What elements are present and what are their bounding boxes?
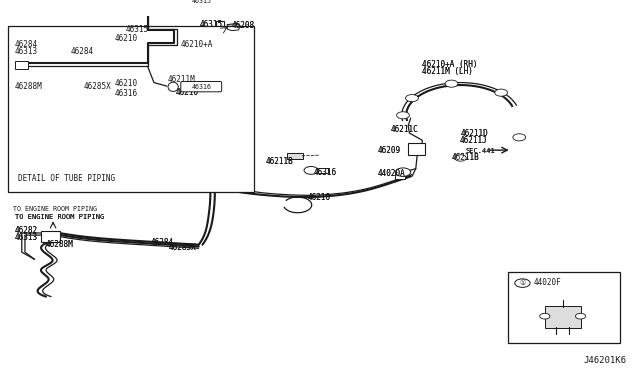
Text: 46288M: 46288M bbox=[45, 240, 73, 248]
Text: 46282: 46282 bbox=[15, 226, 38, 235]
Text: 46211B: 46211B bbox=[266, 157, 294, 166]
Text: 46288M: 46288M bbox=[15, 82, 42, 92]
Text: 44020F: 44020F bbox=[534, 278, 562, 287]
Text: 46315: 46315 bbox=[199, 20, 223, 29]
FancyBboxPatch shape bbox=[545, 306, 580, 328]
Text: 46211D: 46211D bbox=[461, 129, 488, 138]
Text: 46210: 46210 bbox=[175, 88, 199, 97]
Text: 44020A: 44020A bbox=[378, 170, 405, 179]
Polygon shape bbox=[227, 23, 241, 31]
Text: SEC.441: SEC.441 bbox=[466, 148, 495, 154]
Text: 46209: 46209 bbox=[378, 146, 401, 155]
Text: 46285X: 46285X bbox=[84, 82, 111, 92]
Circle shape bbox=[540, 313, 550, 319]
FancyBboxPatch shape bbox=[8, 26, 254, 192]
Text: 46211B: 46211B bbox=[452, 154, 479, 163]
Text: 46284: 46284 bbox=[15, 40, 38, 49]
Circle shape bbox=[304, 167, 318, 174]
FancyBboxPatch shape bbox=[508, 272, 620, 343]
Text: 46316: 46316 bbox=[314, 168, 337, 177]
Circle shape bbox=[515, 279, 530, 288]
Text: 46315: 46315 bbox=[199, 20, 223, 29]
Text: 46210: 46210 bbox=[175, 88, 199, 97]
Text: 46313: 46313 bbox=[15, 47, 38, 56]
FancyBboxPatch shape bbox=[287, 153, 303, 159]
FancyBboxPatch shape bbox=[180, 81, 221, 92]
Text: 46211C: 46211C bbox=[390, 125, 418, 134]
Text: 46211J: 46211J bbox=[460, 137, 487, 145]
Text: 46313: 46313 bbox=[15, 234, 38, 243]
Text: 46210: 46210 bbox=[307, 193, 330, 202]
FancyBboxPatch shape bbox=[180, 0, 221, 6]
Text: 46211M (LH): 46211M (LH) bbox=[422, 67, 473, 76]
Text: 46284: 46284 bbox=[151, 238, 174, 247]
Text: TO ENGINE ROOM PIPING: TO ENGINE ROOM PIPING bbox=[15, 214, 104, 219]
Text: 46284: 46284 bbox=[71, 47, 94, 56]
Text: 46208: 46208 bbox=[232, 21, 255, 30]
Text: 46288M: 46288M bbox=[45, 240, 73, 248]
Text: 46282: 46282 bbox=[15, 226, 38, 235]
Text: 46210: 46210 bbox=[307, 193, 330, 202]
Text: ①: ① bbox=[519, 280, 525, 286]
Text: 46211M: 46211M bbox=[168, 74, 196, 84]
Text: DETAIL OF TUBE PIPING: DETAIL OF TUBE PIPING bbox=[18, 174, 115, 183]
FancyBboxPatch shape bbox=[408, 143, 425, 155]
Text: 46208: 46208 bbox=[232, 21, 255, 30]
Text: 46211B: 46211B bbox=[266, 157, 294, 166]
FancyBboxPatch shape bbox=[15, 61, 28, 69]
Text: J46201K6: J46201K6 bbox=[584, 356, 627, 365]
Text: 46313: 46313 bbox=[15, 234, 38, 243]
Text: 46285X: 46285X bbox=[169, 243, 196, 252]
Text: 44020A: 44020A bbox=[378, 170, 405, 179]
Text: 46316: 46316 bbox=[314, 168, 337, 177]
Text: 46211C: 46211C bbox=[390, 125, 418, 134]
Text: 46210+A (RH): 46210+A (RH) bbox=[422, 60, 477, 69]
Text: 46211J: 46211J bbox=[460, 137, 487, 145]
Circle shape bbox=[182, 51, 197, 60]
Text: 46285X: 46285X bbox=[169, 243, 196, 252]
Circle shape bbox=[513, 134, 525, 141]
FancyBboxPatch shape bbox=[41, 231, 60, 242]
Text: 46316: 46316 bbox=[191, 84, 211, 90]
Circle shape bbox=[406, 94, 419, 102]
Text: TO ENGINE ROOM PIPING: TO ENGINE ROOM PIPING bbox=[13, 206, 97, 212]
Text: 46315: 46315 bbox=[125, 25, 148, 34]
Text: 46284: 46284 bbox=[151, 238, 174, 247]
Text: 46211D: 46211D bbox=[461, 129, 488, 138]
Circle shape bbox=[455, 155, 467, 161]
Text: 46209: 46209 bbox=[378, 146, 401, 155]
Text: 46211M (LH): 46211M (LH) bbox=[422, 67, 473, 76]
Text: 46210: 46210 bbox=[115, 80, 138, 89]
Text: TO ENGINE ROOM PIPING: TO ENGINE ROOM PIPING bbox=[15, 214, 104, 219]
Circle shape bbox=[495, 89, 508, 96]
Circle shape bbox=[397, 112, 410, 119]
Text: 46211B: 46211B bbox=[452, 154, 479, 163]
Text: 46315: 46315 bbox=[191, 0, 211, 4]
FancyBboxPatch shape bbox=[318, 168, 328, 173]
Text: 46210+A (RH): 46210+A (RH) bbox=[422, 60, 477, 69]
Text: 46316: 46316 bbox=[115, 89, 138, 99]
FancyBboxPatch shape bbox=[395, 173, 405, 179]
FancyBboxPatch shape bbox=[216, 21, 223, 32]
Circle shape bbox=[575, 313, 586, 319]
Text: 46210+A: 46210+A bbox=[180, 40, 213, 49]
Ellipse shape bbox=[168, 0, 178, 6]
Text: SEC.441: SEC.441 bbox=[466, 148, 495, 154]
Circle shape bbox=[445, 80, 458, 87]
Ellipse shape bbox=[168, 82, 178, 92]
Text: 46210: 46210 bbox=[115, 34, 138, 43]
Circle shape bbox=[396, 168, 411, 176]
